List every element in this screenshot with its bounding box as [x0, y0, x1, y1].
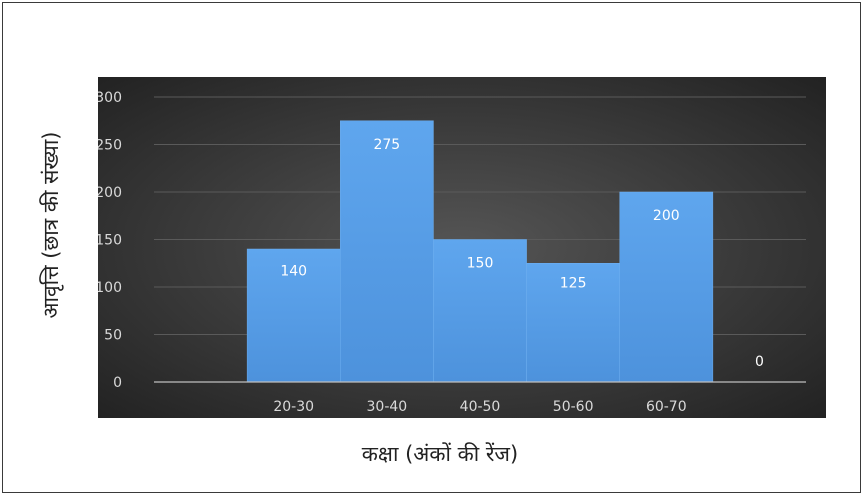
- y-tick-label-300: 300: [98, 90, 122, 106]
- data-labels: 140 275 150 125 200 0: [280, 137, 764, 370]
- data-label-zero: 0: [755, 354, 764, 370]
- x-tick-label-20-30: 20-30: [273, 399, 314, 415]
- histogram-plot: 0 50 100 150 200 250 300 20-30 30-40 40-50 50-60 6…: [98, 77, 826, 418]
- y-tick-label-0: 0: [113, 375, 122, 391]
- x-tick-label-60-70: 60-70: [646, 399, 687, 415]
- data-label-20-30: 140: [280, 263, 307, 279]
- bar-50-60: [526, 263, 620, 383]
- x-axis-title-text: कक्षा (अंकों की रेंज): [362, 442, 518, 466]
- y-tick-label-100: 100: [98, 280, 122, 296]
- x-tick-labels: 20-30 30-40 40-50 50-60 60-70: [273, 399, 686, 415]
- bar-40-50: [433, 239, 527, 383]
- x-tick-label-50-60: 50-60: [553, 399, 594, 415]
- data-label-40-50: 150: [467, 255, 494, 271]
- data-label-30-40: 275: [373, 137, 400, 153]
- bar-20-30: [246, 248, 341, 383]
- data-label-60-70: 200: [653, 208, 680, 224]
- data-label-50-60: 125: [560, 275, 587, 291]
- x-tick-label-40-50: 40-50: [460, 399, 501, 415]
- bar-30-40: [340, 120, 434, 383]
- y-tick-label-250: 250: [98, 138, 122, 154]
- bar-60-70: [619, 191, 714, 383]
- y-tick-label-50: 50: [104, 328, 122, 344]
- y-axis-title: आवृत्ति (छात्र की संख्या): [39, 132, 64, 319]
- bars: [246, 120, 714, 383]
- x-tick-label-30-40: 30-40: [367, 399, 408, 415]
- y-tick-labels: 0 50 100 150 200 250 300: [98, 90, 122, 391]
- x-axis-title: कक्षा (अंकों की रेंज): [362, 442, 518, 466]
- y-tick-label-200: 200: [98, 185, 122, 201]
- y-axis-title-text: आवृत्ति (छात्र की संख्या): [39, 132, 64, 319]
- y-tick-label-150: 150: [98, 233, 122, 249]
